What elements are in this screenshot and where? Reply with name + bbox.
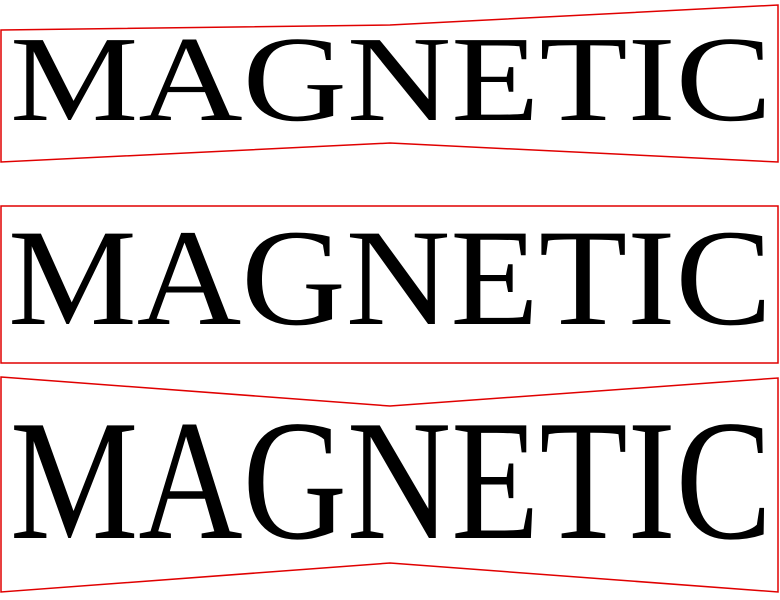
envelope-frame [0, 376, 779, 593]
warped-text: MAGNETIC [10, 12, 772, 147]
envelope-frame [0, 4, 779, 163]
envelope-frame [0, 205, 779, 364]
plain-text: MAGNETIC [8, 201, 772, 354]
warped-text: MAGNETIC [10, 386, 772, 576]
panel-warp-arch: MAGNETIC [0, 4, 779, 163]
panel-plain: MAGNETIC [0, 201, 779, 364]
panel-warp-pinch: MAGNETIC [0, 376, 779, 593]
